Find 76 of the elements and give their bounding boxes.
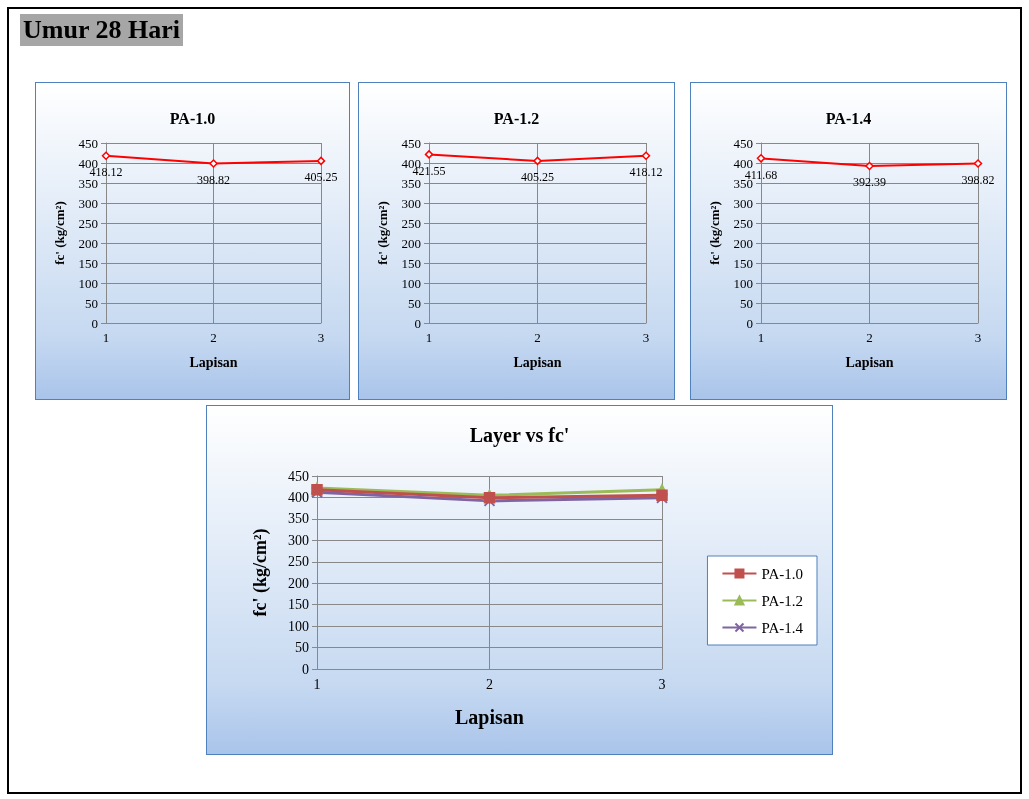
data-label: 398.82 xyxy=(961,172,995,187)
x-tick-label: 3 xyxy=(642,330,650,345)
y-tick-label: 0 xyxy=(414,315,421,331)
y-tick-label: 250 xyxy=(288,554,309,570)
y-tick-label: 100 xyxy=(401,275,421,291)
y-tick-label: 200 xyxy=(78,235,98,251)
y-tick-label: 100 xyxy=(733,275,753,291)
y-tick-label: 0 xyxy=(91,315,98,331)
y-tick-label: 400 xyxy=(733,155,753,171)
x-tick-label: 1 xyxy=(425,330,433,345)
point xyxy=(424,150,434,159)
y-axis-title: fc' (kg/cm²) xyxy=(52,201,67,265)
y-tick-label: 300 xyxy=(288,532,309,548)
y-tick-label: 450 xyxy=(288,468,309,484)
data-label: 405.25 xyxy=(521,170,554,185)
x-tick-label: 1 xyxy=(757,330,765,345)
y-axis-title: fc' (kg/cm²) xyxy=(250,528,271,617)
y-tick-label: 150 xyxy=(78,255,98,271)
y-tick-label: 400 xyxy=(288,489,309,505)
x-axis-title: Lapisan xyxy=(455,706,524,729)
chart-title: PA-1.2 xyxy=(493,109,540,127)
legend-label: PA-1.4 xyxy=(761,619,804,636)
y-tick-label: 200 xyxy=(733,235,753,251)
y-tick-label: 50 xyxy=(740,295,753,311)
x-tick-label: 1 xyxy=(313,676,321,692)
y-tick-label: 350 xyxy=(401,175,421,191)
legend-label: PA-1.2 xyxy=(761,592,803,609)
y-tick-label: 450 xyxy=(401,135,421,151)
y-tick-label: 250 xyxy=(401,215,421,231)
y-tick-label: 350 xyxy=(288,511,309,527)
y-tick-label: 200 xyxy=(288,575,309,591)
x-axis-title: Lapisan xyxy=(513,354,562,370)
x-tick-label: 2 xyxy=(534,330,541,345)
x-tick-label: 2 xyxy=(866,330,873,345)
x-tick-label: 2 xyxy=(486,676,493,692)
x-axis-title: Lapisan xyxy=(189,354,238,370)
y-tick-label: 0 xyxy=(746,315,753,331)
point xyxy=(533,156,542,166)
y-axis-title: fc' (kg/cm²) xyxy=(707,201,722,265)
x-tick-label: 3 xyxy=(658,676,666,692)
data-label: 398.82 xyxy=(197,172,230,187)
y-tick-label: 250 xyxy=(78,215,98,231)
y-tick-label: 50 xyxy=(295,640,309,656)
y-tick-label: 50 xyxy=(85,295,98,311)
x-tick-label: 3 xyxy=(317,330,325,345)
data-label: 392.39 xyxy=(853,175,886,190)
data-label: 418.12 xyxy=(629,165,663,179)
y-tick-label: 350 xyxy=(78,175,98,191)
y-tick-label: 150 xyxy=(733,255,753,271)
x-axis-title: Lapisan xyxy=(845,354,894,370)
chart-title: PA-1.4 xyxy=(825,109,872,127)
y-tick-label: 50 xyxy=(408,295,421,311)
y-tick-label: 0 xyxy=(302,661,309,677)
y-tick-label: 300 xyxy=(78,195,98,211)
point xyxy=(865,161,874,171)
y-tick-label: 100 xyxy=(288,618,309,634)
y-tick-label: 150 xyxy=(401,255,421,271)
y-tick-label: 450 xyxy=(78,135,98,151)
text: Umur 28 Hari xyxy=(20,14,183,46)
chart-title: PA-1.0 xyxy=(169,109,216,127)
y-tick-label: 250 xyxy=(733,215,753,231)
y-tick-label: 450 xyxy=(733,135,753,151)
point xyxy=(973,159,983,168)
y-tick-label: 150 xyxy=(288,597,309,613)
y-tick-label: 100 xyxy=(78,275,98,291)
y-tick-label: 300 xyxy=(401,195,421,211)
y-tick-label: 200 xyxy=(401,235,421,251)
x-tick-label: 2 xyxy=(210,330,217,345)
legend-label: PA-1.0 xyxy=(761,565,803,582)
chart-title: Layer vs fc' xyxy=(469,424,570,447)
x-tick-label: 3 xyxy=(974,330,982,345)
x-tick-label: 1 xyxy=(102,330,110,345)
y-tick-label: 300 xyxy=(733,195,753,211)
data-label: 405.25 xyxy=(304,170,338,185)
y-axis-title: fc' (kg/cm²) xyxy=(375,201,390,265)
point xyxy=(641,151,651,160)
